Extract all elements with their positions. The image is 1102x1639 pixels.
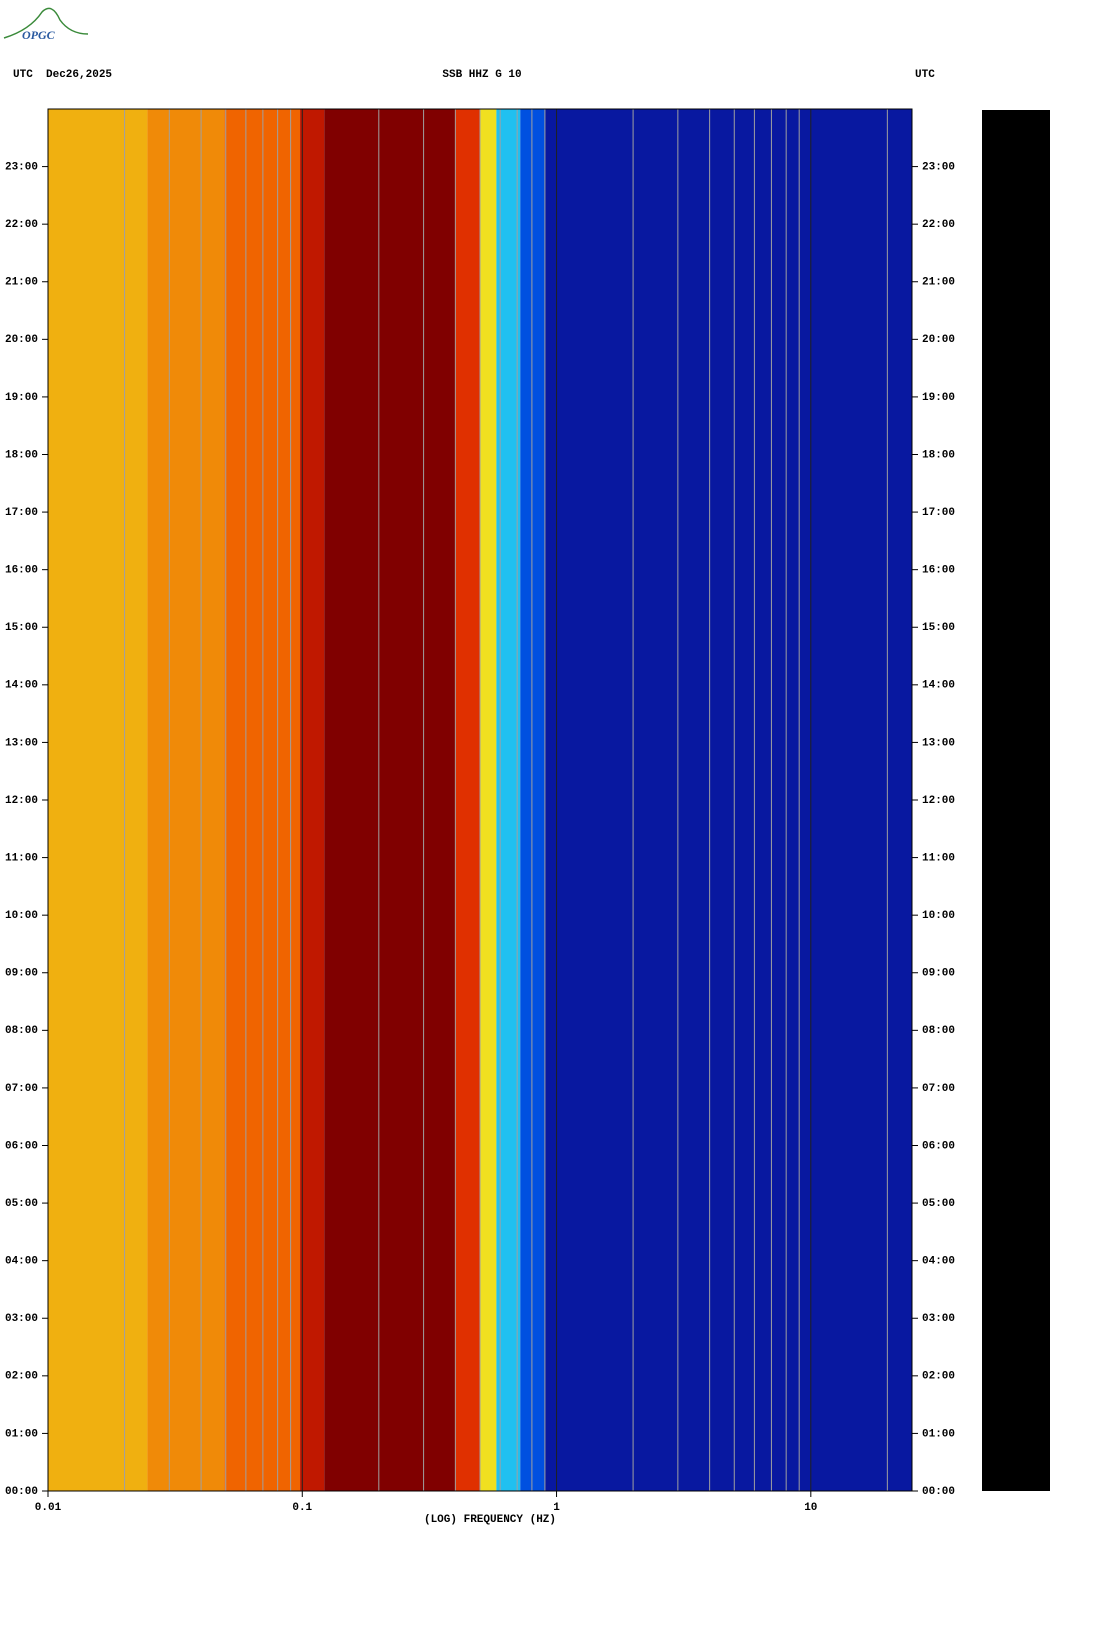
- y-tick-label-left: 01:00: [5, 1428, 38, 1440]
- logo: OPGC: [22, 28, 56, 42]
- y-tick-label-left: 07:00: [5, 1083, 38, 1095]
- spectrogram-band: [455, 109, 480, 1491]
- spectrogram-band: [324, 109, 456, 1491]
- spectrogram-band: [496, 109, 521, 1491]
- y-tick-label-left: 23:00: [5, 161, 38, 173]
- y-tick-label-right: 17:00: [922, 507, 955, 519]
- y-tick-label-left: 18:00: [5, 449, 38, 461]
- logo-mark: [3, 7, 89, 39]
- y-tick-label-left: 15:00: [5, 622, 38, 634]
- y-tick-label-right: 15:00: [922, 622, 955, 634]
- y-tick-label-left: 22:00: [5, 219, 38, 231]
- y-tick-label-left: 05:00: [5, 1198, 38, 1210]
- y-tick-label-left: 16:00: [5, 565, 38, 577]
- y-tick-label-left: 09:00: [5, 968, 38, 980]
- y-tick-label-right: 10:00: [922, 910, 955, 922]
- y-tick-label-left: 20:00: [5, 334, 38, 346]
- y-tick-label-right: 16:00: [922, 565, 955, 577]
- spectrogram-band: [544, 109, 912, 1491]
- y-tick-label-right: 05:00: [922, 1198, 955, 1210]
- y-tick-label-right: 00:00: [922, 1486, 955, 1498]
- y-tick-label-left: 08:00: [5, 1025, 38, 1037]
- y-tick-label-left: 11:00: [5, 852, 38, 864]
- y-tick-label-right: 06:00: [922, 1140, 955, 1152]
- y-tick-label-right: 09:00: [922, 968, 955, 980]
- y-tick-label-right: 21:00: [922, 277, 955, 289]
- y-tick-label-left: 04:00: [5, 1256, 38, 1268]
- spectrogram-band: [224, 109, 301, 1491]
- y-tick-label-right: 11:00: [922, 852, 955, 864]
- right-label: UTC: [915, 69, 935, 81]
- y-tick-label-left: 19:00: [5, 392, 38, 404]
- y-tick-label-right: 04:00: [922, 1256, 955, 1268]
- spectrogram-band: [520, 109, 545, 1491]
- y-tick-label-right: 18:00: [922, 449, 955, 461]
- seismogram-trace: [982, 110, 1050, 1491]
- spectrogram-band: [480, 109, 497, 1491]
- y-tick-label-right: 03:00: [922, 1313, 955, 1325]
- y-tick-label-right: 01:00: [922, 1428, 955, 1440]
- chart-title: SSB HHZ G 10: [442, 69, 521, 81]
- y-tick-label-right: 12:00: [922, 795, 955, 807]
- spectrogram-band: [300, 109, 325, 1491]
- spectrogram-band: [48, 109, 148, 1491]
- y-tick-label-right: 20:00: [922, 334, 955, 346]
- y-tick-label-right: 23:00: [922, 161, 955, 173]
- y-tick-label-right: 08:00: [922, 1025, 955, 1037]
- y-tick-label-right: 13:00: [922, 737, 955, 749]
- plot-frame: [47, 108, 913, 1492]
- x-tick-label: 1: [553, 1502, 560, 1514]
- x-tick-label: 10: [804, 1502, 817, 1514]
- y-tick-label-left: 00:00: [5, 1486, 38, 1498]
- y-tick-label-right: 07:00: [922, 1083, 955, 1095]
- left-label: UTC Dec26,2025: [13, 69, 112, 81]
- y-tick-label-right: 22:00: [922, 219, 955, 231]
- y-tick-label-right: 02:00: [922, 1371, 955, 1383]
- y-tick-label-left: 13:00: [5, 737, 38, 749]
- y-tick-label-right: 19:00: [922, 392, 955, 404]
- y-tick-label-left: 21:00: [5, 277, 38, 289]
- y-tick-label-left: 06:00: [5, 1140, 38, 1152]
- spectrogram-band: [147, 109, 225, 1491]
- y-tick-label-left: 03:00: [5, 1313, 38, 1325]
- x-tick-label: 0.1: [292, 1502, 312, 1514]
- y-tick-label-left: 12:00: [5, 795, 38, 807]
- y-tick-label-left: 17:00: [5, 507, 38, 519]
- x-tick-label: 0.01: [35, 1502, 62, 1514]
- plot-area: 0.01 0.1 1 10 00:00 00:00 01:00 01:00 02:00 02:00…: [5, 108, 955, 1514]
- y-tick-label-left: 02:00: [5, 1371, 38, 1383]
- y-tick-label-left: 10:00: [5, 910, 38, 922]
- y-tick-label-right: 14:00: [922, 680, 955, 692]
- x-axis-label: (LOG) FREQUENCY (HZ): [424, 1514, 556, 1526]
- y-tick-label-left: 14:00: [5, 680, 38, 692]
